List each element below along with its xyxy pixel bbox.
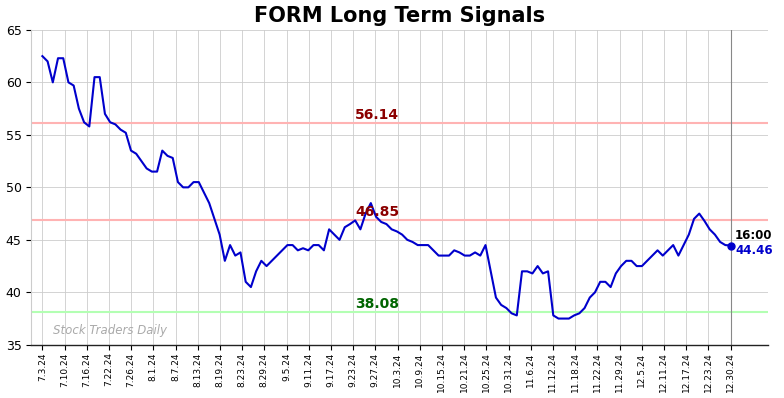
Text: 16:00: 16:00: [735, 229, 772, 242]
Text: 38.08: 38.08: [355, 297, 399, 311]
Text: 46.85: 46.85: [355, 205, 399, 219]
Text: 44.46: 44.46: [735, 244, 772, 257]
Text: 56.14: 56.14: [355, 108, 399, 122]
Title: FORM Long Term Signals: FORM Long Term Signals: [254, 6, 546, 25]
Text: Stock Traders Daily: Stock Traders Daily: [53, 324, 168, 338]
